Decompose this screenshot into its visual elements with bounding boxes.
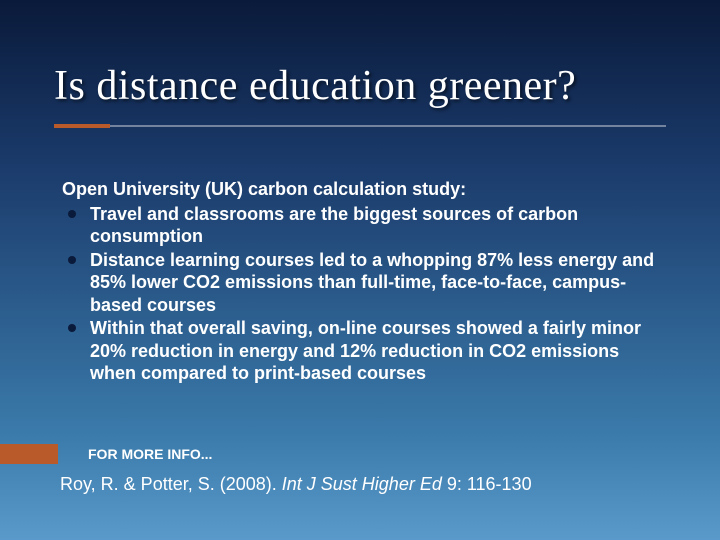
content-block: Open University (UK) carbon calculation … bbox=[62, 178, 666, 386]
citation-pages: 9: 116-130 bbox=[442, 474, 532, 494]
citation-authors: Roy, R. & Potter, S. (2008). bbox=[60, 474, 282, 494]
intro-line: Open University (UK) carbon calculation … bbox=[62, 178, 666, 201]
footer-block: FOR MORE INFO... Roy, R. & Potter, S. (2… bbox=[0, 444, 666, 495]
for-more-row: FOR MORE INFO... bbox=[0, 444, 666, 464]
bullet-list: Travel and classrooms are the biggest so… bbox=[62, 203, 666, 385]
citation-journal: Int J Sust Higher Ed bbox=[282, 474, 442, 494]
rule-line bbox=[110, 125, 666, 127]
rule-accent bbox=[54, 124, 110, 128]
bullet-item: Travel and classrooms are the biggest so… bbox=[62, 203, 666, 248]
for-more-label: FOR MORE INFO... bbox=[88, 446, 212, 462]
title-rule bbox=[54, 124, 666, 128]
citation: Roy, R. & Potter, S. (2008). Int J Sust … bbox=[60, 474, 666, 495]
bullet-item: Within that overall saving, on-line cour… bbox=[62, 317, 666, 385]
bullet-item: Distance learning courses led to a whopp… bbox=[62, 249, 666, 317]
title-block: Is distance education greener? bbox=[54, 62, 666, 128]
slide-title: Is distance education greener? bbox=[54, 62, 666, 110]
for-more-accent bbox=[0, 444, 58, 464]
